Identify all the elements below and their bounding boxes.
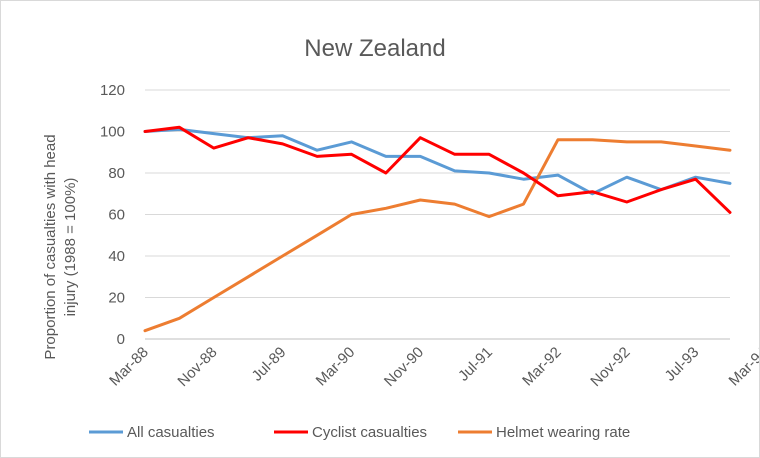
x-tick-label: Mar-92: [519, 344, 565, 390]
series-lines: [143, 125, 732, 333]
series-line-1: [143, 127, 732, 196]
y-tick-label: 120: [100, 82, 125, 99]
y-axis-label-line-1: Proportion of casualties with head: [42, 134, 59, 359]
x-tick-label: Jul-93: [662, 344, 703, 385]
y-tick-label: 20: [108, 290, 125, 307]
y-tick-label: 60: [108, 207, 125, 224]
x-tick-label: Mar-94: [726, 344, 759, 390]
x-tick-label: Mar-90: [313, 344, 359, 390]
legend-label-3: Helmet wearing rate: [496, 424, 630, 441]
x-tick-label: Jul-91: [455, 344, 496, 385]
gridlines: [145, 89, 730, 340]
y-axis-label-line-2: injury (1988 = 100%): [62, 178, 79, 317]
series-line-3: [143, 138, 732, 333]
y-tick-label: 0: [117, 331, 125, 348]
x-tick-label: Jul-89: [249, 344, 290, 385]
x-tick-label: Nov-90: [381, 344, 427, 390]
y-tick-label: 80: [108, 165, 125, 182]
x-tick-label: Nov-88: [174, 344, 220, 390]
legend-label-2: Cyclist casualties: [312, 424, 427, 441]
legend-label-1: All casualties: [127, 424, 215, 441]
series-line-2: [143, 125, 732, 214]
y-axis-label: Proportion of casualties with head injur…: [42, 134, 79, 359]
y-tick-label: 100: [100, 124, 125, 141]
y-tick-labels: 0 20 40 60 80 100 120: [100, 82, 125, 348]
x-tick-labels: Mar-88 Nov-88 Jul-89 Mar-90 Nov-90 Jul-91 Mar-…: [106, 344, 759, 390]
x-tick-label: Nov-92: [587, 344, 633, 390]
chart-title: New Zealand: [304, 35, 445, 62]
y-tick-label: 40: [108, 248, 125, 265]
legend: All casualties Cyclist casualties Helmet w…: [89, 424, 630, 441]
x-tick-label: Mar-88: [106, 344, 152, 390]
